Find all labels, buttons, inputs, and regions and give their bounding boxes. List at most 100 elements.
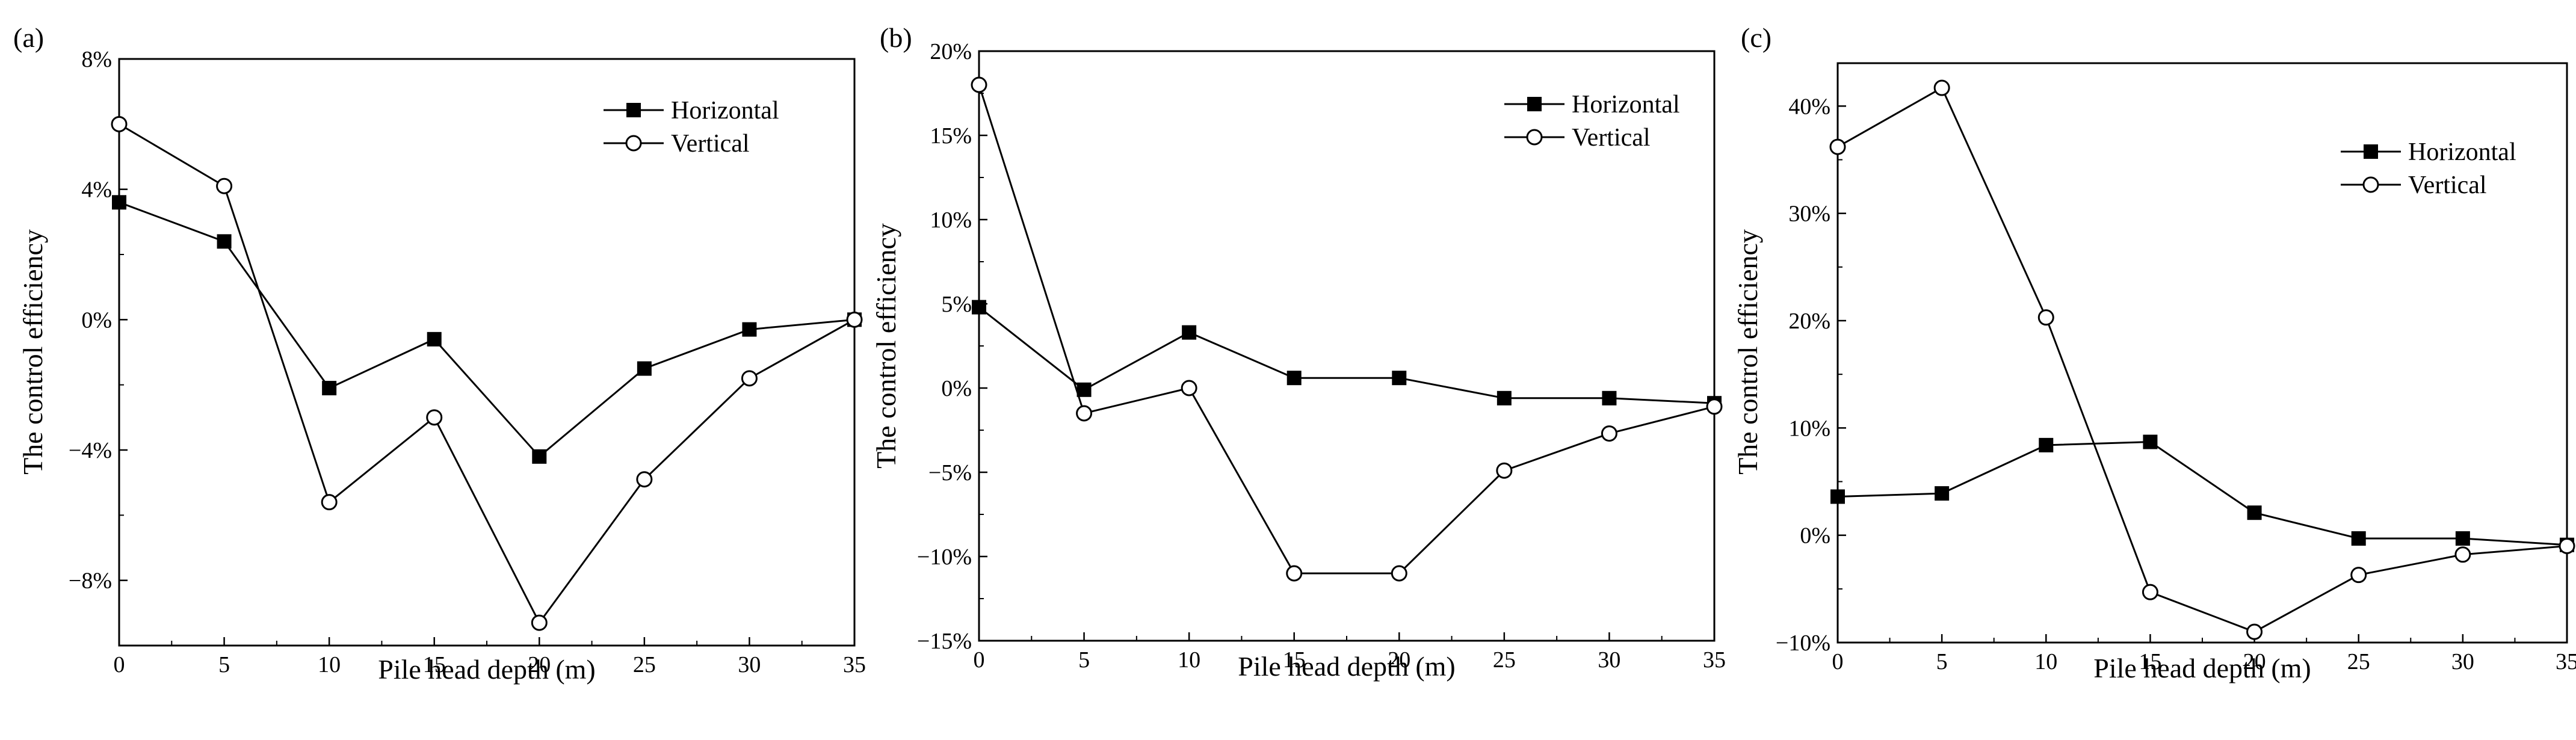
y-tick-label: −10% [1776, 631, 1830, 656]
series-line-horizontal [1837, 441, 2568, 546]
series-line-vertical [119, 123, 855, 624]
data-point-vertical [111, 116, 128, 132]
x-tick-label: 15 [2139, 649, 2161, 674]
data-point-vertical [1829, 138, 1846, 155]
y-tick-label: −5% [928, 460, 972, 486]
x-tick-label: 25 [633, 652, 656, 677]
data-point-horizontal [742, 322, 757, 337]
data-point-vertical [1076, 405, 1093, 422]
series-lines [978, 84, 1715, 575]
x-tick-label: 20 [528, 652, 551, 677]
data-point-horizontal [637, 361, 652, 376]
axis-ticks: 0 5 10 15 20 25 30 35 −10% 0% 10% 20% 30% 40% [1776, 94, 2576, 674]
data-point-vertical [426, 409, 443, 426]
data-point-vertical [1706, 398, 1723, 415]
data-point-vertical [216, 177, 233, 194]
y-tick-label: −15% [917, 629, 972, 654]
data-point-vertical [1391, 565, 1407, 582]
data-point-horizontal [972, 300, 986, 315]
x-tick-label: 10 [1178, 647, 1200, 673]
data-point-vertical [2037, 309, 2054, 326]
legend-marker-square [2364, 144, 2378, 159]
y-tick-label: 0% [941, 376, 972, 401]
data-point-horizontal [1392, 371, 1407, 386]
series-lines [1837, 86, 2568, 633]
x-tick-label: 10 [318, 652, 341, 677]
data-point-vertical [531, 614, 548, 631]
x-tick-label: 35 [843, 652, 866, 677]
data-point-horizontal [2455, 531, 2470, 546]
data-point-horizontal [112, 195, 126, 210]
y-tick-label: −8% [69, 569, 112, 594]
chart-panel-c: (c) 0 5 10 15 20 25 30 35 −10% 0% 10% 20% 30% 40% Pil… [1732, 22, 2576, 683]
y-tick-label: 10% [930, 208, 972, 233]
data-point-vertical [636, 471, 653, 488]
x-tick-label: 25 [2347, 649, 2370, 674]
data-point-vertical [741, 370, 758, 387]
legend-label-vertical: Vertical [671, 130, 750, 158]
y-tick-label: −10% [917, 544, 972, 570]
y-tick-label: 20% [930, 39, 972, 64]
data-point-vertical [2559, 538, 2575, 554]
x-tick-label: 15 [423, 652, 446, 677]
data-point-horizontal [322, 381, 337, 396]
data-point-horizontal [2143, 434, 2158, 449]
y-tick-label: 0% [1800, 523, 1830, 549]
data-point-horizontal [1286, 371, 1302, 386]
y-tick-label: 5% [941, 292, 972, 317]
legend-marker-circle [625, 135, 642, 152]
y-tick-label: −4% [69, 438, 112, 463]
y-tick-label: 15% [930, 123, 972, 149]
x-tick-label: 35 [2556, 649, 2576, 674]
data-point-horizontal [532, 449, 547, 464]
series-line-vertical [978, 84, 1715, 575]
y-axis-title: The control efficiency [1732, 229, 1763, 475]
x-tick-label: 5 [1936, 649, 1948, 674]
data-point-horizontal [1496, 390, 1512, 405]
y-tick-label: 10% [1788, 416, 1830, 441]
y-tick-label: 20% [1788, 309, 1830, 334]
legend-marker-square [1527, 97, 1542, 111]
x-tick-label: 35 [1703, 647, 1726, 673]
data-point-vertical [2142, 584, 2158, 600]
series-line-horizontal [119, 201, 855, 458]
y-tick-label: 8% [81, 47, 112, 72]
legend-marker-square [626, 103, 641, 117]
x-tick-label: 0 [974, 647, 985, 673]
legend-label-horizontal: Horizontal [2408, 138, 2516, 166]
data-point-horizontal [1182, 325, 1197, 340]
legend-label-horizontal: Horizontal [671, 97, 779, 125]
axis-ticks: 0 5 10 15 20 25 30 35 −15% −10% −5% 0% 5% 10% 15% 20% [917, 39, 1726, 673]
chart-panel-b: (b) 0 5 10 15 20 25 30 35 −15% −10% −5% 0% 5% 10% 15% 2… [871, 22, 1726, 682]
data-point-horizontal [1602, 390, 1617, 405]
data-point-vertical [846, 311, 863, 328]
x-axis-title: Pile head depth (m) [378, 654, 596, 685]
data-point-vertical [2454, 546, 2471, 563]
panel-label: (c) [1741, 22, 1771, 53]
series-markers [971, 76, 1723, 582]
legend-marker-circle [1526, 129, 1543, 146]
x-tick-label: 5 [1078, 647, 1090, 673]
legend-label-vertical: Vertical [2408, 171, 2487, 199]
y-tick-label: 40% [1788, 94, 1830, 119]
x-tick-label: 10 [2034, 649, 2057, 674]
y-axis-title: The control efficiency [871, 223, 901, 469]
legend-label-horizontal: Horizontal [1572, 91, 1680, 119]
series-markers [1829, 79, 2575, 640]
data-point-vertical [2350, 567, 2367, 584]
data-point-vertical [1286, 565, 1303, 582]
panel-label: (b) [880, 22, 912, 53]
x-tick-label: 15 [1283, 647, 1306, 673]
data-point-vertical [971, 76, 987, 93]
x-axis-title: Pile head depth (m) [1238, 651, 1456, 682]
data-point-horizontal [2247, 505, 2262, 520]
data-point-horizontal [217, 234, 232, 249]
x-tick-label: 0 [114, 652, 125, 677]
x-axis-title: Pile head depth (m) [2093, 653, 2311, 683]
x-tick-label: 5 [218, 652, 230, 677]
legend-marker-circle [2362, 176, 2379, 193]
legend: Horizontal Vertical [1504, 91, 1680, 152]
data-point-horizontal [1830, 489, 1845, 504]
panel-label: (a) [13, 22, 44, 53]
